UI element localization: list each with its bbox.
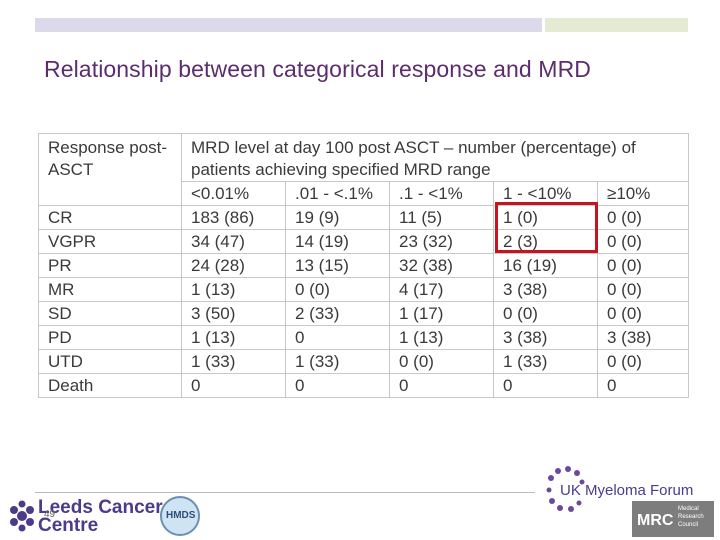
table-cell: 1 (33)	[181, 349, 286, 374]
table-cell: 3 (50)	[181, 301, 286, 326]
mrc-sub-line: Medical	[678, 506, 699, 512]
hmds-logo	[160, 496, 200, 536]
range-header: 1 - <10%	[493, 181, 598, 206]
table-cell: 16 (19)	[493, 253, 598, 278]
table-cell: 2 (3)	[493, 229, 598, 254]
table-cell: 0 (0)	[596, 301, 690, 326]
table-row: VGPR 34 (47) 14 (19) 23 (32) 2 (3) 0 (0)	[38, 229, 690, 254]
range-header: .01 - <.1%	[285, 181, 390, 206]
mrc-sub-line: Research	[678, 514, 704, 520]
leeds-logo-line1: Leeds Cancer	[38, 497, 163, 518]
row-label: UTD	[38, 349, 182, 374]
table-cell: 183 (86)	[181, 205, 286, 230]
table-cell: 0 (0)	[285, 277, 390, 302]
range-header: ≥10%	[596, 181, 690, 206]
row-label: SD	[38, 301, 182, 326]
table-cell: 1 (13)	[389, 325, 494, 350]
table-row: Death 0 0 0 0 0	[38, 373, 690, 398]
row-label: MR	[38, 277, 182, 302]
table-cell: 3 (38)	[493, 277, 598, 302]
mrc-logo-text: MRC	[637, 512, 674, 529]
table-cell: 0	[285, 325, 390, 350]
table-cell: 32 (38)	[389, 253, 494, 278]
table-cell: 1 (13)	[181, 277, 286, 302]
table-row: PD 1 (13) 0 1 (13) 3 (38) 3 (38)	[38, 325, 690, 350]
table-cell: 0	[181, 373, 286, 398]
row-label: Death	[38, 373, 182, 398]
table-cell: 3 (38)	[493, 325, 598, 350]
top-accent-bar-purple	[35, 18, 542, 32]
footer-divider	[35, 492, 535, 493]
table-cell: 1 (13)	[181, 325, 286, 350]
table-cell: 0 (0)	[596, 277, 690, 302]
range-header: .1 - <1%	[389, 181, 494, 206]
table-cell: 1 (33)	[285, 349, 390, 374]
row-label: CR	[38, 205, 182, 230]
table-cell: 0	[389, 373, 494, 398]
table-cell: 4 (17)	[389, 277, 494, 302]
table-cell: 24 (28)	[181, 253, 286, 278]
header-mrd-level: MRD level at day 100 post ASCT – number …	[180, 133, 690, 182]
table-cell: 0 (0)	[596, 349, 690, 374]
table-cell: 0 (0)	[596, 229, 690, 254]
table-row: SD 3 (50) 2 (33) 1 (17) 0 (0) 0 (0)	[38, 301, 690, 326]
mrc-sub-line: Council	[678, 522, 699, 528]
table-range-row: <0.01% .01 - <.1% .1 - <1% 1 - <10% ≥10%	[39, 181, 690, 206]
leeds-logo-line2: Centre	[38, 515, 99, 536]
mrc-logo-subtext: Medical Research Council	[678, 505, 704, 529]
row-label: VGPR	[38, 229, 182, 254]
table-cell: 0 (0)	[493, 301, 598, 326]
uk-myeloma-forum-logo-icon	[546, 466, 585, 512]
top-accent-bar-green	[545, 18, 688, 32]
table-row: MR 1 (13) 0 (0) 4 (17) 3 (38) 0 (0)	[38, 277, 690, 302]
table-cell: 1 (33)	[493, 349, 598, 374]
table-cell: 1 (0)	[493, 205, 598, 230]
table-cell: 19 (9)	[285, 205, 390, 230]
hmds-logo-text: HMDS	[166, 510, 196, 521]
uk-myeloma-forum-text: UK Myeloma Forum	[560, 482, 694, 499]
table-cell: 11 (5)	[389, 205, 494, 230]
page-number: 49	[44, 509, 56, 520]
table-cell: 23 (32)	[389, 229, 494, 254]
table-header-row: Response post-ASCT MRD level at day 100 …	[38, 133, 690, 206]
mrc-logo	[632, 501, 714, 537]
table-cell: 3 (38)	[596, 325, 690, 350]
table-row: UTD 1 (33) 1 (33) 0 (0) 1 (33) 0 (0)	[38, 349, 690, 374]
header-response: Response post-ASCT	[38, 133, 182, 206]
mrd-response-table: Response post-ASCT MRD level at day 100 …	[38, 133, 690, 398]
table-cell: 0 (0)	[596, 205, 690, 230]
table-cell: 0	[596, 373, 690, 398]
table-cell: 34 (47)	[181, 229, 286, 254]
row-label: PR	[38, 253, 182, 278]
table-cell: 13 (15)	[285, 253, 390, 278]
range-header: <0.01%	[181, 181, 286, 206]
table-cell: 2 (33)	[285, 301, 390, 326]
row-label: PD	[38, 325, 182, 350]
table-cell: 0 (0)	[389, 349, 494, 374]
mrd-table-container: Response post-ASCT MRD level at day 100 …	[38, 133, 690, 398]
table-cell: 14 (19)	[285, 229, 390, 254]
table-cell: 1 (17)	[389, 301, 494, 326]
table-cell: 0	[493, 373, 598, 398]
table-cell: 0	[285, 373, 390, 398]
leeds-cancer-centre-logo	[10, 500, 34, 532]
table-row: CR 183 (86) 19 (9) 11 (5) 1 (0) 0 (0)	[38, 205, 690, 230]
table-row: PR 24 (28) 13 (15) 32 (38) 16 (19) 0 (0)	[38, 253, 690, 278]
slide-title: Relationship between categorical respons…	[44, 56, 591, 82]
table-cell: 0 (0)	[596, 253, 690, 278]
